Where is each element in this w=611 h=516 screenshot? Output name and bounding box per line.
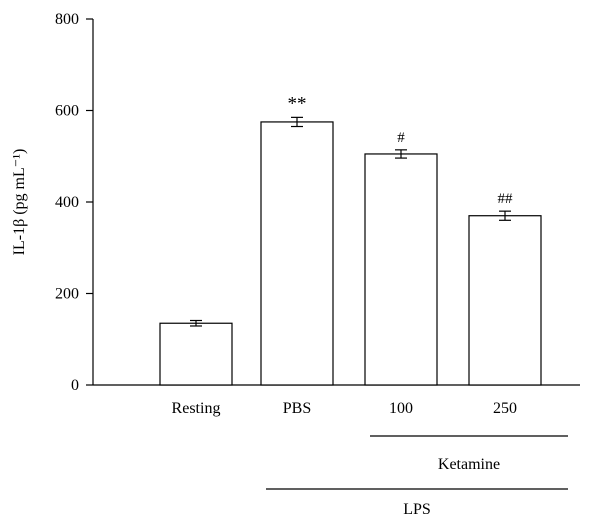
y-tick-label: 800 <box>55 11 79 28</box>
y-tick-label: 0 <box>71 377 79 394</box>
y-tick-label: 400 <box>55 194 79 211</box>
bars <box>159 121 542 386</box>
x-tick-label: PBS <box>283 400 311 417</box>
group-brackets: Ketamine LPS <box>266 435 568 516</box>
y-tick-label: 600 <box>55 103 79 120</box>
group-label: LPS <box>403 501 431 516</box>
significance-marker: ** <box>288 93 307 114</box>
significance-marker: # <box>397 130 405 146</box>
error-bar <box>190 319 202 327</box>
significance-marker: ## <box>498 191 514 207</box>
group-label: Ketamine <box>438 456 500 473</box>
group-ketamine: Ketamine <box>370 435 568 473</box>
error-bar <box>395 149 407 159</box>
x-tick-label: Resting <box>172 400 221 417</box>
x-tick-label: 100 <box>389 400 413 417</box>
error-bar <box>499 210 511 221</box>
x-tick-label: 250 <box>493 400 517 417</box>
y-axis: 0 200 400 600 800 <box>55 11 94 394</box>
bar-100 <box>364 153 438 386</box>
bar-pbs <box>260 121 334 386</box>
y-axis-label: IL-1β (pg mL⁻¹) <box>11 149 28 256</box>
y-tick-label: 200 <box>55 286 79 303</box>
bar-250 <box>468 215 542 386</box>
category-labels: Resting PBS 100 250 <box>172 400 517 417</box>
error-bars <box>190 116 511 327</box>
bar-resting <box>159 322 233 386</box>
significance-annotations: **### <box>288 93 514 207</box>
group-lps: LPS <box>266 488 568 516</box>
error-bar <box>291 116 303 128</box>
